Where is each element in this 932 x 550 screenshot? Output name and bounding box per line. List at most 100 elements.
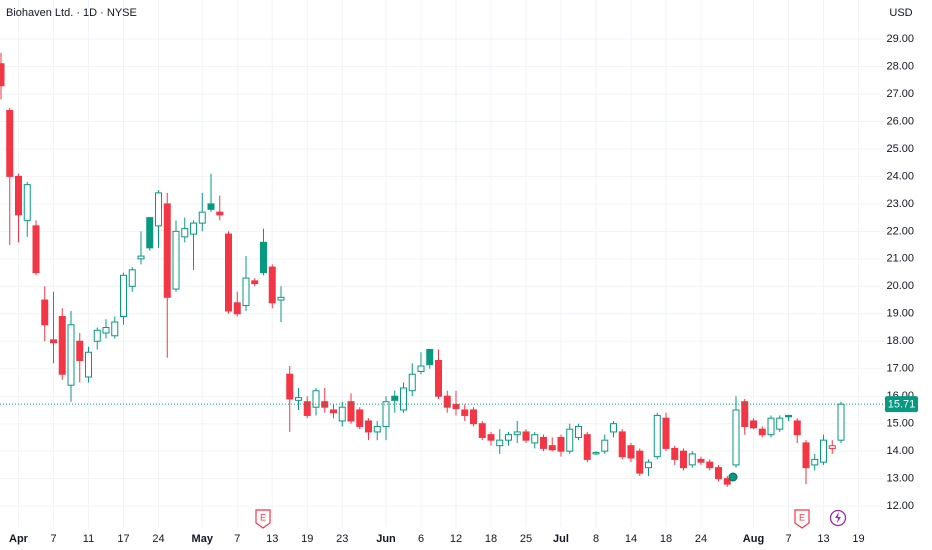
x-tick-label: 18 [485, 533, 497, 545]
candle-body [732, 409, 740, 466]
y-tick-label: 27.00 [886, 88, 914, 100]
x-tick-label: 13 [266, 533, 278, 545]
candle-body [58, 316, 66, 375]
x-tick-label: 19 [852, 533, 864, 545]
chart-title: Biohaven Ltd. · 1D · NYSE [6, 7, 137, 19]
candle-body [548, 445, 556, 451]
x-tick-label: 19 [301, 533, 313, 545]
candle-body [391, 395, 399, 401]
candle-body [583, 434, 591, 460]
dividend-marker [728, 472, 738, 482]
candle-body [146, 217, 154, 249]
candle-body [435, 359, 442, 397]
candle-body [601, 439, 609, 452]
candle-body [85, 351, 92, 378]
candle-body [260, 241, 267, 274]
split-marker [829, 509, 847, 527]
candle-body [461, 409, 469, 416]
candle-body [216, 211, 224, 216]
candle-body [618, 431, 626, 458]
candle-body [653, 414, 661, 458]
candle-body [190, 222, 197, 235]
candle-body [41, 299, 49, 326]
candle-body [741, 401, 749, 427]
candle-body [207, 203, 215, 210]
candle-body [286, 373, 294, 400]
candle-body [155, 192, 162, 227]
candle-body [680, 450, 687, 469]
x-tick-label: Jul [553, 533, 569, 545]
candle-body [111, 321, 119, 337]
last-price-label: 15.71 [888, 399, 916, 411]
candle-body [811, 458, 819, 466]
candle-body [513, 431, 521, 436]
candle-body [172, 230, 180, 290]
candle-body [820, 439, 827, 463]
candle-body [662, 417, 670, 449]
candle-body [32, 225, 40, 274]
y-tick-label: 28.00 [886, 60, 914, 72]
x-tick-label: 25 [520, 533, 532, 545]
candle-body [470, 409, 477, 425]
y-tick-label: 13.00 [886, 473, 914, 485]
candle-body [312, 390, 320, 408]
earnings-marker: E [255, 509, 271, 529]
candle-body [303, 401, 311, 416]
candle-body [251, 280, 259, 285]
candle-body [758, 428, 766, 436]
x-tick-label: 11 [83, 533, 94, 545]
candle-body [802, 442, 810, 469]
x-tick-label: 24 [152, 533, 164, 545]
candle-body [776, 417, 784, 430]
x-tick-label: Apr [9, 533, 29, 545]
x-tick-label: 13 [817, 533, 829, 545]
candle-body [837, 403, 845, 441]
y-tick-label: 21.00 [886, 253, 914, 265]
candle-body [268, 266, 276, 304]
candle-body [671, 447, 679, 460]
candle-body [23, 184, 31, 221]
x-tick-label: 6 [418, 533, 424, 545]
y-tick-label: 23.00 [886, 198, 914, 210]
y-tick-label: 19.00 [886, 308, 914, 320]
candle-body [181, 228, 189, 238]
last-price-box [885, 396, 918, 413]
x-tick-label: 7 [234, 533, 240, 545]
candle-body [225, 233, 232, 312]
candle-body [767, 417, 775, 436]
candle-body [67, 324, 75, 386]
candle-body [785, 414, 792, 418]
x-tick-label: 7 [50, 533, 56, 545]
y-tick-label: 25.00 [886, 143, 914, 155]
candle-body [400, 387, 407, 411]
candle-body [505, 434, 512, 441]
candle-body [365, 420, 372, 433]
candle-body [566, 428, 574, 452]
candle-body [50, 339, 57, 344]
y-tick-label: 12.00 [886, 500, 914, 512]
candle-body [793, 420, 801, 436]
y-tick-label: 24.00 [886, 170, 914, 182]
x-tick-label: 7 [785, 533, 791, 545]
candle-body [627, 445, 635, 459]
candle-body [15, 175, 22, 216]
candle-body [706, 461, 714, 469]
candle-body [128, 269, 136, 287]
y-tick-label: 14.00 [886, 445, 914, 457]
x-tick-label: May [192, 533, 214, 545]
y-tick-label: 20.00 [886, 280, 914, 292]
candle-body [0, 63, 5, 87]
candle-body [356, 409, 364, 427]
candle-body [233, 302, 241, 315]
y-tick-label: 29.00 [886, 33, 914, 45]
candle-body [487, 434, 495, 441]
candle-body [102, 327, 110, 334]
candle-body [295, 397, 302, 401]
candle-body [557, 436, 565, 452]
candle-body [688, 453, 696, 466]
candle-body [120, 274, 127, 318]
candle-body [426, 349, 434, 366]
earnings-label: E [260, 512, 266, 522]
